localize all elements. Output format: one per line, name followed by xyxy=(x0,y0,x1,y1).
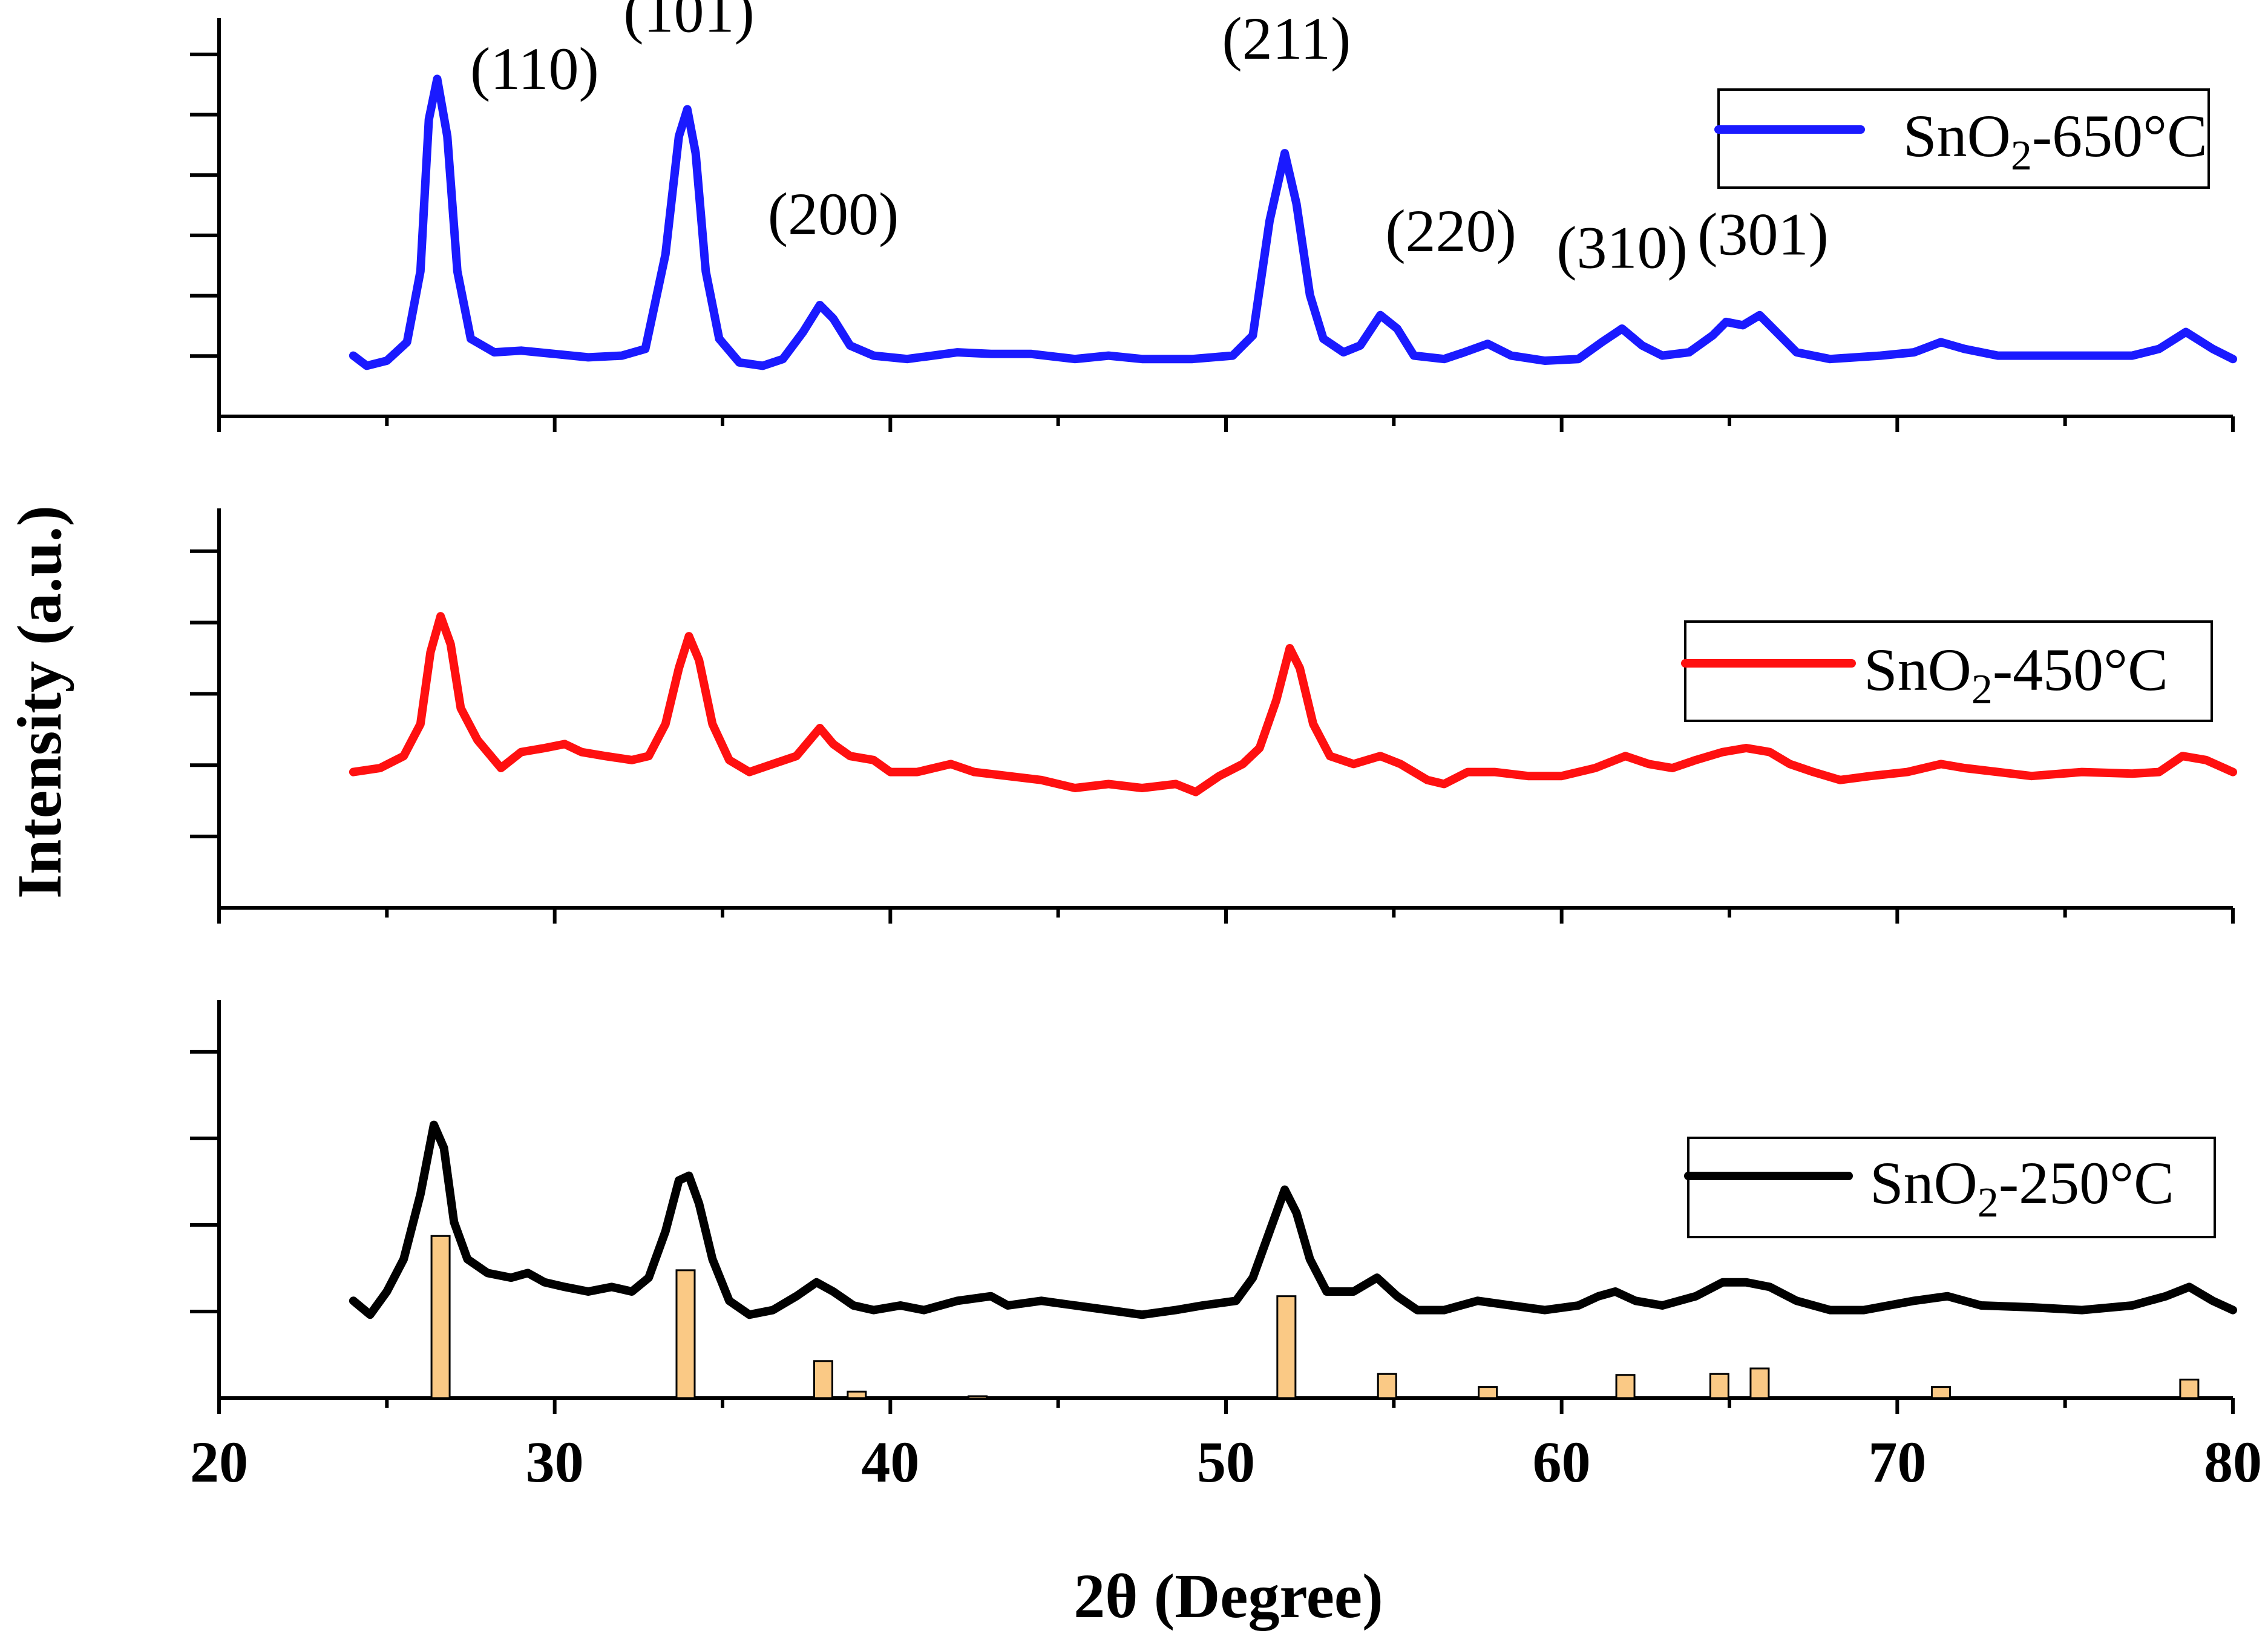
reference-bars xyxy=(430,1235,2200,1400)
legend-250-label: SnO2-250°C xyxy=(1870,1149,2174,1226)
x-axis-title: 2θ (Degree) xyxy=(1073,1561,1383,1631)
legend-650-box xyxy=(1717,88,2210,189)
reference-bar xyxy=(1377,1373,1397,1399)
x-tick-labels: 20 30 40 50 60 70 80 xyxy=(190,1430,2262,1494)
reference-bar xyxy=(1930,1386,1951,1399)
reference-bar xyxy=(1709,1373,1729,1399)
peak-label: (301) xyxy=(1697,200,1829,268)
series-line-450 xyxy=(349,612,2237,796)
peak-label: (200) xyxy=(768,180,899,248)
legend-450: SnO2-450°C xyxy=(1681,620,2213,722)
reference-bar xyxy=(1615,1374,1636,1399)
panel-450: SnO2-450°C xyxy=(190,508,2237,924)
x-tick-label: 20 xyxy=(190,1430,248,1494)
reference-bar xyxy=(675,1269,696,1399)
panel-450-x-ticks xyxy=(217,908,2235,924)
panel-250-x-ticks xyxy=(217,1398,2235,1414)
legend-650: SnO2-650°C xyxy=(1714,88,2210,189)
x-tick-label: 60 xyxy=(1533,1430,1591,1494)
x-tick-label: 80 xyxy=(2204,1430,2262,1494)
legend-450-box xyxy=(1684,620,2213,722)
peak-annotations: (110) (101) (200) (211) (220) (310) (301) xyxy=(470,0,1829,281)
panel-250: SnO2-250°C xyxy=(190,1000,2237,1414)
peak-label: (101) xyxy=(623,0,755,45)
x-tick-label: 40 xyxy=(861,1430,919,1494)
x-tick-label: 50 xyxy=(1197,1430,1255,1494)
legend-450-label: SnO2-450°C xyxy=(1864,636,2168,713)
reference-bar xyxy=(430,1235,451,1399)
peak-label: (110) xyxy=(470,35,599,102)
y-axis-title: Intensity (a.u.) xyxy=(5,505,74,899)
x-tick-label: 30 xyxy=(526,1430,584,1494)
series-line-250 xyxy=(349,1120,2237,1319)
peak-label: (310) xyxy=(1556,214,1688,281)
legend-250: SnO2-250°C xyxy=(1684,1137,2216,1238)
panel-650: (110) (101) (200) (211) (220) (310) (301) SnO2… xyxy=(190,0,2237,432)
panel-450-y-ticks xyxy=(190,549,219,839)
x-tick-label: 70 xyxy=(1868,1430,1926,1494)
reference-bar xyxy=(1478,1386,1498,1399)
peak-label: (220) xyxy=(1385,197,1516,264)
reference-bar xyxy=(813,1360,833,1399)
reference-bar xyxy=(1276,1295,1297,1399)
series-line-650 xyxy=(349,74,2237,370)
panel-250-y-ticks xyxy=(190,1049,219,1313)
panel-650-y-ticks xyxy=(190,52,219,358)
reference-bar xyxy=(2179,1378,2200,1399)
reference-bar xyxy=(968,1395,988,1400)
peak-label: (211) xyxy=(1222,5,1351,72)
legend-650-label: SnO2-650°C xyxy=(1903,102,2207,179)
reference-bar xyxy=(847,1390,867,1399)
panel-650-x-ticks xyxy=(217,416,2235,432)
reference-bar xyxy=(1749,1367,1770,1399)
legend-250-box xyxy=(1687,1137,2216,1238)
